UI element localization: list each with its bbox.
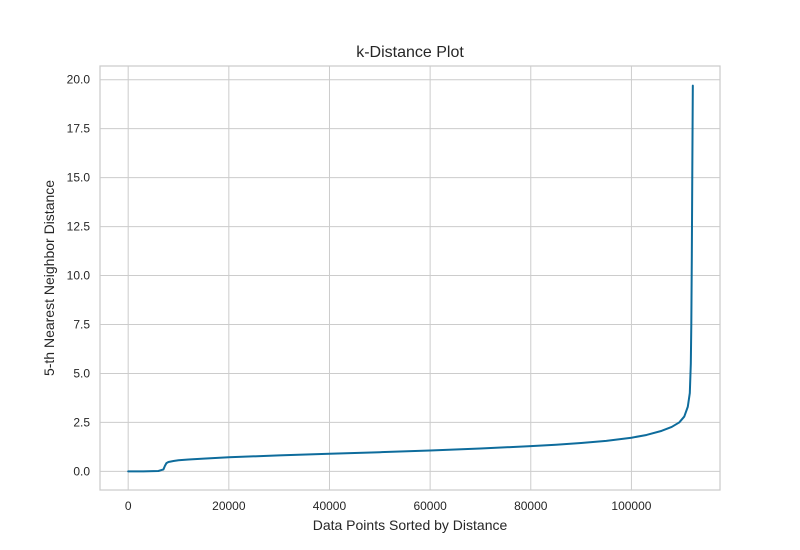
x-tick-label: 40000 <box>313 499 347 513</box>
y-tick-label: 7.5 <box>73 318 90 332</box>
y-axis-ticks: 0.0 2.5 5.0 7.5 10.0 12.5 15.0 17.5 20.0 <box>67 73 91 479</box>
x-tick-label: 20000 <box>212 499 246 513</box>
y-tick-label: 0.0 <box>73 464 90 478</box>
y-tick-label: 12.5 <box>67 220 91 234</box>
plot-frame <box>99 65 721 491</box>
y-tick-label: 2.5 <box>73 415 90 429</box>
x-tick-label: 100000 <box>611 499 651 513</box>
y-axis-title: 5-th Nearest Neighbor Distance <box>41 180 57 376</box>
y-tick-label: 10.0 <box>67 269 91 283</box>
x-tick-label: 80000 <box>514 499 548 513</box>
x-axis-title: Data Points Sorted by Distance <box>313 517 508 533</box>
x-axis-ticks: 0 20000 40000 60000 80000 100000 <box>125 499 652 513</box>
series-layer <box>127 84 694 473</box>
y-tick-label: 17.5 <box>67 122 91 136</box>
y-tick-label: 5.0 <box>73 366 90 380</box>
y-tick-label: 15.0 <box>67 171 91 185</box>
x-tick-label: 0 <box>125 499 132 513</box>
series-line <box>127 84 694 473</box>
x-tick-label: 60000 <box>413 499 447 513</box>
grid <box>100 66 720 490</box>
chart-title: k-Distance Plot <box>356 44 464 61</box>
y-tick-label: 20.0 <box>67 73 91 87</box>
